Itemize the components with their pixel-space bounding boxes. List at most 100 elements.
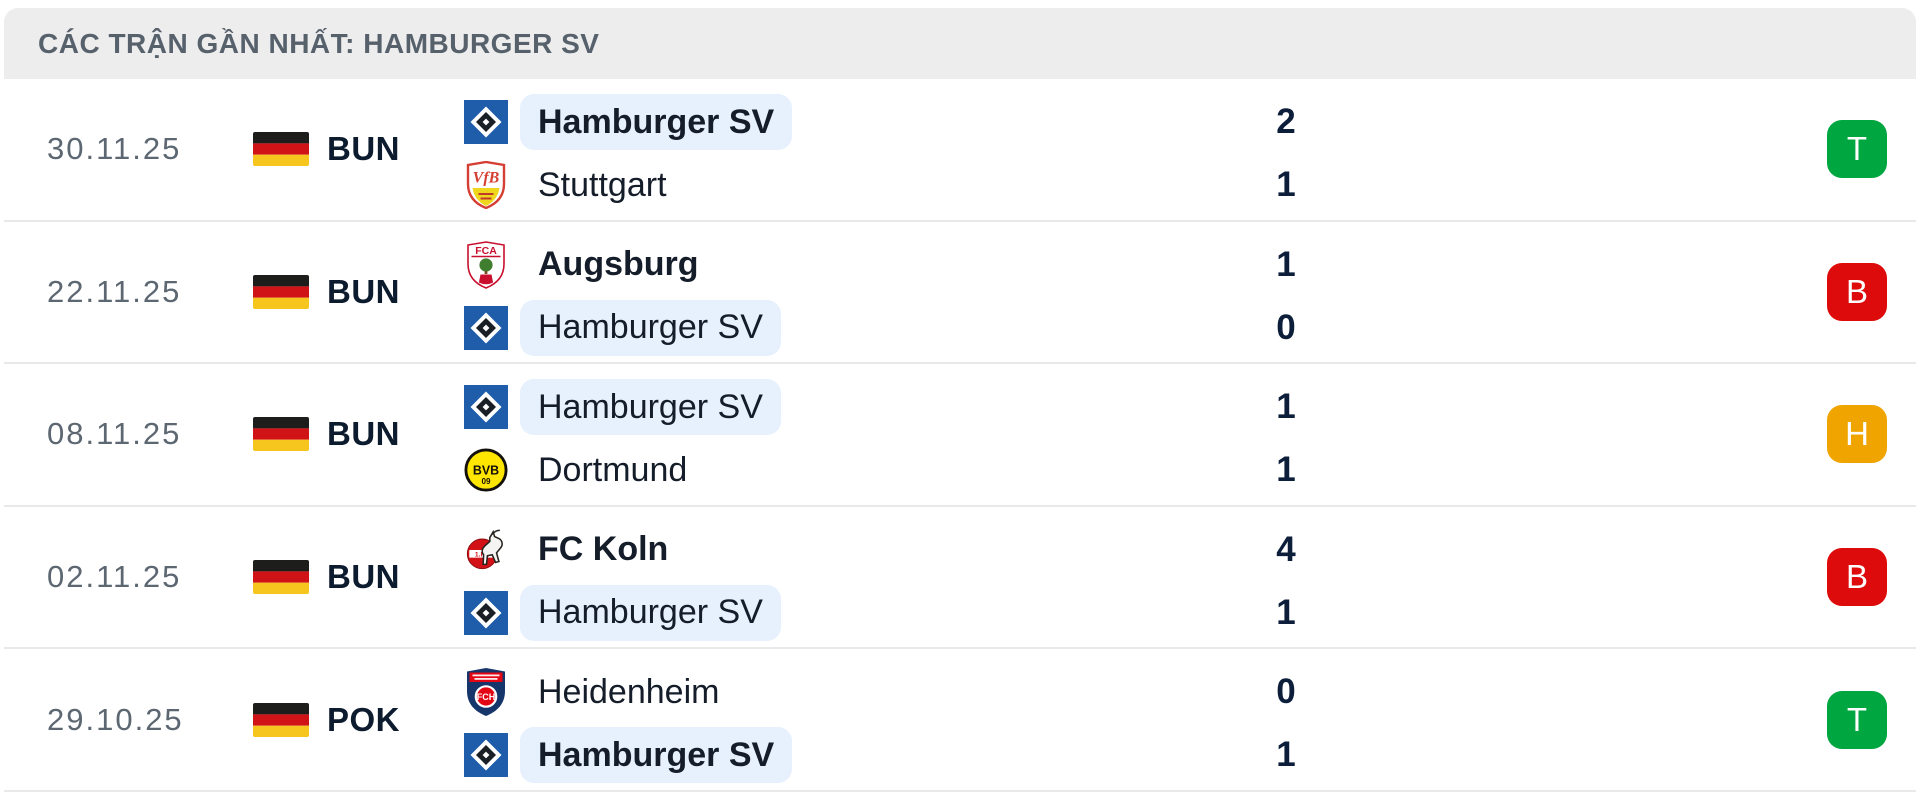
hamburger-sv-logo xyxy=(464,94,508,150)
badge-cell: B xyxy=(1827,262,1887,321)
hamburger-sv-logo xyxy=(464,585,508,641)
home-team-name: Augsburg xyxy=(538,245,699,284)
row-spacer xyxy=(1346,434,1827,435)
away-team-name: Hamburger SV xyxy=(520,299,781,356)
away-team-line: Hamburger SV xyxy=(464,299,1226,356)
away-team-line: VfB Stuttgart xyxy=(464,157,1226,213)
teams-cell: FCH Heidenheim Hamburger SV xyxy=(464,649,1226,790)
heidenheim-logo: FCH xyxy=(464,664,508,720)
result-badge: T xyxy=(1827,120,1887,179)
competition-label: BUN xyxy=(327,130,400,168)
match-row[interactable]: 08.11.25 BUN Hamburger SV BVB 09 Dortmund… xyxy=(4,364,1916,507)
away-team-name: Hamburger SV xyxy=(520,727,793,784)
home-team-name: Heidenheim xyxy=(538,672,720,711)
match-date: 08.11.25 xyxy=(47,416,182,452)
away-team-score: 1 xyxy=(1276,592,1296,632)
away-team-line: Hamburger SV xyxy=(464,727,1226,784)
row-spacer xyxy=(1346,719,1827,720)
home-team-name: Hamburger SV xyxy=(520,379,781,436)
match-row[interactable]: 29.10.25 POK FCH Heidenheim Hamburger SV… xyxy=(4,649,1916,792)
away-team-name: Hamburger SV xyxy=(520,584,781,641)
matches-list: 30.11.25 BUN Hamburger SV VfB Stuttgart … xyxy=(4,79,1916,792)
teams-cell: 1.FC FC Koln Hamburger SV xyxy=(464,507,1226,648)
away-team-name: Stuttgart xyxy=(538,165,667,204)
scores-cell: 4 1 xyxy=(1226,507,1346,648)
competition-label: BUN xyxy=(327,415,400,453)
stuttgart-logo: VfB xyxy=(464,157,508,213)
germany-flag xyxy=(253,702,309,737)
scores-cell: 1 0 xyxy=(1226,222,1346,363)
match-date: 29.10.25 xyxy=(47,701,184,737)
match-date: 02.11.25 xyxy=(47,559,182,595)
home-team-line: Hamburger SV xyxy=(464,94,1226,150)
germany-flag xyxy=(253,560,309,595)
teams-cell: Hamburger SV VfB Stuttgart xyxy=(464,79,1226,220)
flag-cell xyxy=(253,132,327,167)
germany-flag xyxy=(253,132,309,167)
recent-matches-card: CÁC TRẬN GẦN NHẤT: HAMBURGER SV 30.11.25… xyxy=(4,8,1916,792)
row-spacer xyxy=(1346,291,1827,292)
match-date: 30.11.25 xyxy=(47,131,182,167)
match-row[interactable]: 02.11.25 BUN 1.FC FC Koln Hamburger SV 4… xyxy=(4,506,1916,650)
scores-cell: 1 1 xyxy=(1226,364,1346,505)
home-team-line: FCH Heidenheim xyxy=(464,664,1226,720)
augsburg-logo: FCA xyxy=(464,237,508,293)
home-team-name: FC Koln xyxy=(538,530,669,569)
dortmund-logo: BVB 09 xyxy=(464,442,508,498)
teams-cell: FCA Augsburg Hamburger SV xyxy=(464,222,1226,363)
match-row[interactable]: 30.11.25 BUN Hamburger SV VfB Stuttgart … xyxy=(4,79,1916,222)
scores-cell: 0 1 xyxy=(1226,649,1346,790)
away-team-score: 1 xyxy=(1276,735,1296,775)
home-team-line: Hamburger SV xyxy=(464,379,1226,436)
svg-text:FCA: FCA xyxy=(475,245,497,257)
away-team-line: BVB 09 Dortmund xyxy=(464,442,1226,498)
row-spacer xyxy=(1346,149,1827,150)
home-team-score: 1 xyxy=(1276,387,1296,427)
flag-cell xyxy=(253,560,327,595)
svg-text:09: 09 xyxy=(481,477,491,486)
home-team-score: 2 xyxy=(1276,102,1296,141)
badge-cell: H xyxy=(1827,405,1887,464)
result-badge: H xyxy=(1827,405,1887,464)
home-team-score: 4 xyxy=(1276,529,1296,569)
flag-cell xyxy=(253,417,327,452)
match-row[interactable]: 22.11.25 BUN FCA Augsburg Hamburger SV 1… xyxy=(4,221,1916,365)
hamburger-sv-logo xyxy=(464,300,508,356)
competition-label: BUN xyxy=(327,272,400,310)
svg-text:FCH: FCH xyxy=(477,693,496,703)
away-team-name: Dortmund xyxy=(538,450,688,489)
svg-text:VfB: VfB xyxy=(473,170,500,187)
result-badge: B xyxy=(1827,262,1887,321)
competition-label: POK xyxy=(327,700,401,738)
row-spacer xyxy=(1346,577,1827,578)
hamburger-sv-logo xyxy=(464,379,508,435)
flag-cell xyxy=(253,274,327,309)
away-team-score: 0 xyxy=(1276,307,1296,347)
flag-cell xyxy=(253,702,327,737)
home-team-line: 1.FC FC Koln xyxy=(464,522,1226,578)
match-date: 22.11.25 xyxy=(47,273,182,309)
result-badge: B xyxy=(1827,548,1887,607)
germany-flag xyxy=(253,274,309,309)
home-team-line: FCA Augsburg xyxy=(464,237,1226,293)
svg-text:BVB: BVB xyxy=(473,463,499,477)
badge-cell: B xyxy=(1827,548,1887,607)
result-badge: T xyxy=(1827,690,1887,749)
fc-koln-logo: 1.FC xyxy=(464,522,508,578)
germany-flag xyxy=(253,417,309,452)
scores-cell: 2 1 xyxy=(1226,79,1346,220)
svg-text:1.FC: 1.FC xyxy=(475,551,490,558)
competition-label: BUN xyxy=(327,558,400,596)
badge-cell: T xyxy=(1827,120,1887,179)
home-team-score: 0 xyxy=(1276,672,1296,712)
teams-cell: Hamburger SV BVB 09 Dortmund xyxy=(464,364,1226,505)
home-team-name: Hamburger SV xyxy=(520,94,793,150)
away-team-score: 1 xyxy=(1276,165,1296,204)
hamburger-sv-logo xyxy=(464,727,508,783)
home-team-score: 1 xyxy=(1276,244,1296,284)
section-title: CÁC TRẬN GẦN NHẤT: HAMBURGER SV xyxy=(38,27,600,59)
away-team-line: Hamburger SV xyxy=(464,584,1226,641)
away-team-score: 1 xyxy=(1276,450,1296,490)
header-bar: CÁC TRẬN GẦN NHẤT: HAMBURGER SV xyxy=(4,8,1916,79)
badge-cell: T xyxy=(1827,690,1887,749)
